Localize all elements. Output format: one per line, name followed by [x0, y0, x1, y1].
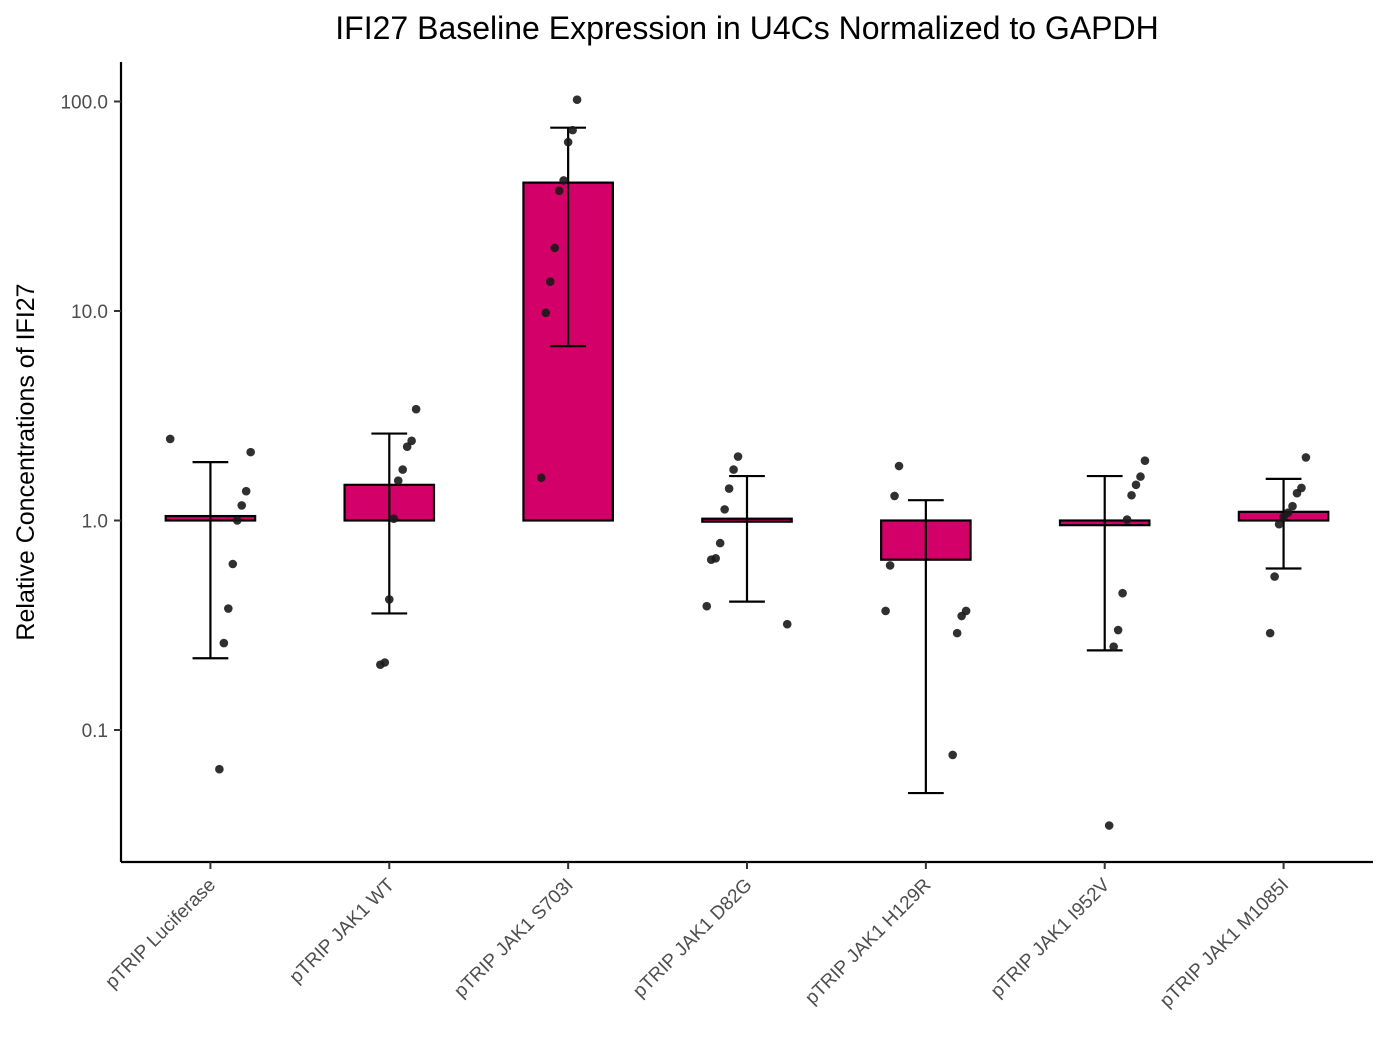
data-point — [1131, 480, 1141, 490]
x-tick-label: pTRIP JAK1 WT — [286, 874, 399, 987]
data-point — [948, 750, 957, 760]
data-point — [1301, 453, 1311, 462]
data-point — [563, 137, 573, 147]
data-point — [246, 447, 255, 457]
data-point — [733, 452, 743, 461]
data-point — [1288, 501, 1297, 511]
chart-title: IFI27 Baseline Expression in U4Cs Normal… — [335, 10, 1158, 46]
data-point — [1140, 456, 1150, 465]
y-tick-label: 10.0 — [71, 302, 108, 323]
data-point — [894, 461, 904, 471]
x-tick-label: pTRIP JAK1 S703I — [450, 875, 577, 1002]
x-tick-label: pTRIP JAK1 I952V — [987, 874, 1115, 1002]
error-bars-layer — [192, 126, 1302, 795]
data-point — [165, 434, 175, 444]
x-tick-label: pTRIP JAK1 H129R — [801, 875, 935, 1009]
data-point — [572, 95, 582, 104]
data-point — [376, 660, 385, 669]
data-point — [1274, 519, 1284, 529]
data-point — [1292, 488, 1302, 498]
data-point — [559, 176, 568, 185]
data-point — [890, 491, 899, 501]
data-point — [384, 595, 394, 604]
data-point — [720, 505, 729, 514]
data-point — [715, 538, 725, 548]
data-point — [1279, 512, 1288, 522]
y-tick-label: 1.0 — [82, 512, 108, 533]
data-point — [1270, 572, 1279, 581]
data-point — [241, 486, 251, 496]
y-axis: 0.1 1.0 10.0 100.0 — [60, 62, 123, 862]
data-point — [232, 516, 242, 525]
data-point — [881, 606, 890, 616]
x-tick-label: pTRIP Luciferase — [102, 875, 220, 993]
data-point — [885, 561, 895, 570]
data-point — [1127, 490, 1136, 500]
points-layer — [165, 95, 1311, 830]
data-point — [554, 186, 564, 196]
data-point — [541, 308, 551, 318]
y-tick-label: 0.1 — [82, 721, 108, 742]
data-point — [729, 465, 738, 474]
x-tick-label: pTRIP JAK1 D82G — [629, 875, 756, 1002]
data-point — [568, 125, 577, 135]
data-point — [389, 514, 399, 523]
data-point — [411, 404, 421, 414]
data-point — [550, 243, 560, 253]
data-point — [407, 436, 416, 446]
data-point — [1109, 642, 1118, 651]
data-point — [1136, 472, 1145, 481]
data-point — [228, 559, 238, 569]
data-point — [724, 484, 734, 493]
y-axis-label: Relative Concentrations of IFI27 — [12, 283, 40, 640]
data-point — [706, 555, 716, 564]
data-point — [702, 601, 712, 611]
data-point — [537, 473, 546, 483]
data-point — [1118, 588, 1127, 598]
data-point — [224, 604, 233, 613]
x-axis: pTRIP Luciferase pTRIP JAK1 WT pTRIP JAK1 … — [102, 860, 1373, 1012]
data-point — [1122, 515, 1132, 524]
data-point — [1113, 625, 1123, 635]
y-tick-label: 100.0 — [60, 93, 108, 114]
data-point — [957, 611, 966, 621]
data-point — [1265, 628, 1275, 638]
data-point — [952, 628, 962, 638]
data-point — [237, 501, 247, 510]
data-point — [545, 277, 555, 286]
data-point — [219, 638, 229, 648]
data-point — [1104, 821, 1114, 830]
data-point — [402, 442, 412, 452]
data-point — [215, 764, 224, 774]
data-point — [398, 465, 408, 474]
x-tick-label: pTRIP JAK1 M1085I — [1156, 875, 1293, 1012]
data-point — [393, 476, 403, 485]
data-point — [782, 619, 792, 629]
